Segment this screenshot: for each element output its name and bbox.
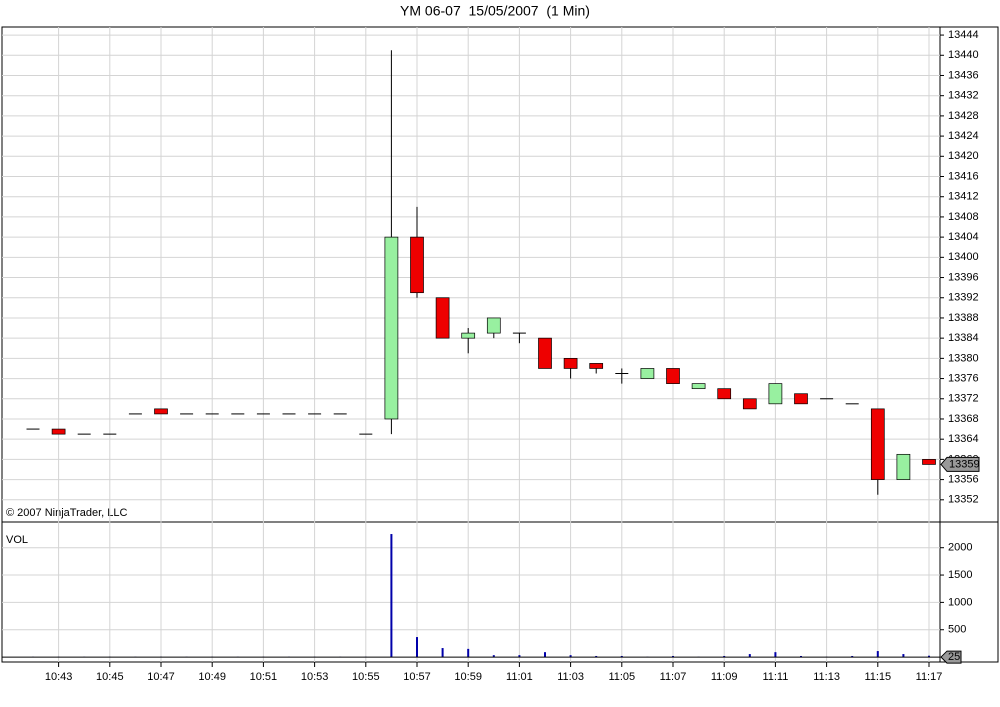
x-tick-label: 11:03	[557, 671, 584, 683]
y-tick-label: 13404	[948, 231, 979, 243]
volume-bar	[748, 654, 751, 658]
x-tick-label: 10:47	[147, 671, 175, 683]
volume-bar	[876, 651, 879, 658]
y-tick-label: 13436	[948, 69, 979, 81]
candle-body	[154, 408, 168, 415]
volume-bar	[518, 655, 521, 658]
x-tick-label: 11:17	[916, 671, 943, 683]
y-tick-label: 13400	[948, 251, 979, 263]
x-tick-label: 10:53	[301, 671, 329, 683]
y-tick-label: 13376	[948, 372, 979, 384]
volume-bar	[544, 652, 546, 658]
x-tick-label: 10:49	[198, 671, 226, 683]
volume-bar	[774, 652, 777, 658]
candle-body	[717, 388, 732, 400]
y-tick-label: 13440	[948, 49, 979, 61]
candle-body	[691, 383, 706, 390]
y-tick-label: 13432	[948, 90, 979, 102]
y-tick-label: 13396	[948, 271, 979, 283]
y-tick-label: 13384	[948, 332, 979, 344]
candle-body	[666, 368, 680, 384]
volume-bar	[416, 637, 418, 658]
y-tick-label: 13392	[948, 292, 979, 304]
volume-bar	[800, 655, 802, 658]
x-tick-label: 11:13	[813, 671, 840, 683]
candle-body	[922, 459, 936, 465]
x-tick-label: 10:57	[403, 671, 431, 683]
candle-body	[794, 393, 808, 405]
candle-body	[435, 297, 450, 339]
volume-bar	[492, 655, 495, 658]
y-tick-label: 13408	[948, 211, 979, 223]
candle-body	[384, 236, 399, 420]
y-tick-label: 13388	[948, 312, 979, 324]
y-tick-label: 13380	[948, 352, 979, 364]
copyright: © 2007 NinjaTrader, LLC	[6, 507, 127, 519]
candle-body	[538, 337, 552, 369]
y-tick-label: 13420	[948, 150, 979, 162]
candle-body	[410, 236, 424, 294]
x-tick-label: 11:09	[711, 671, 738, 683]
y-tick-label: 13428	[948, 110, 979, 122]
x-tick-label: 11:07	[660, 671, 687, 683]
candle-body	[870, 408, 885, 480]
y-tick-label: 13364	[948, 433, 979, 445]
panel-label: VOL	[6, 534, 28, 546]
volume-bar	[928, 655, 930, 658]
y-tick-label: 13352	[948, 494, 979, 506]
x-tick-label: 11:11	[762, 671, 788, 683]
y-tick-label: 13444	[948, 29, 979, 41]
volume-bar	[902, 654, 905, 658]
volume-bar	[390, 534, 393, 658]
last-price-label: 13359	[949, 458, 980, 470]
y-tick-label: 13368	[948, 413, 979, 425]
candle-body	[589, 363, 604, 369]
x-tick-label: 10:55	[352, 671, 380, 683]
last-volume-marker	[940, 650, 962, 664]
y-tick-label: 13424	[948, 130, 979, 142]
candle-body	[486, 317, 501, 334]
x-tick-label: 11:15	[864, 671, 891, 683]
y-tick-label: 1500	[948, 569, 972, 581]
x-tick-label: 10:45	[96, 671, 124, 683]
last-price-marker	[940, 456, 980, 472]
y-tick-label: 13372	[948, 393, 979, 405]
x-tick-label: 11:05	[608, 671, 635, 683]
volume-bar	[441, 648, 444, 658]
y-tick-label: 1000	[948, 596, 972, 608]
last-volume-label: 25	[948, 651, 960, 663]
volume-bar	[672, 655, 674, 658]
volume-bar	[723, 655, 726, 658]
volume-bar	[569, 655, 572, 658]
candle-body	[563, 358, 578, 369]
chart-title: YM 06-07 15/05/2007 (1 Min)	[400, 3, 590, 19]
y-tick-label: 2000	[948, 542, 972, 554]
candle-body	[742, 398, 757, 410]
y-tick-label: 13416	[948, 170, 979, 182]
frame	[1, 26, 999, 663]
x-tick-label: 10:59	[454, 671, 482, 683]
candle-body	[896, 453, 911, 480]
candle-body	[640, 368, 655, 379]
candle-body	[461, 332, 476, 339]
volume-bar	[467, 648, 470, 658]
y-tick-label: 13356	[948, 473, 979, 485]
volume-bar	[620, 655, 623, 658]
volume-bar	[595, 655, 598, 658]
x-tick-label: 10:43	[45, 671, 73, 683]
candle-body	[768, 383, 783, 405]
x-tick-label: 11:01	[506, 671, 533, 683]
x-tick-label: 10:51	[250, 671, 278, 683]
y-tick-label: 13412	[948, 191, 979, 203]
candle-body	[51, 428, 66, 435]
volume-bar	[851, 655, 854, 658]
y-tick-label: 500	[948, 624, 966, 636]
